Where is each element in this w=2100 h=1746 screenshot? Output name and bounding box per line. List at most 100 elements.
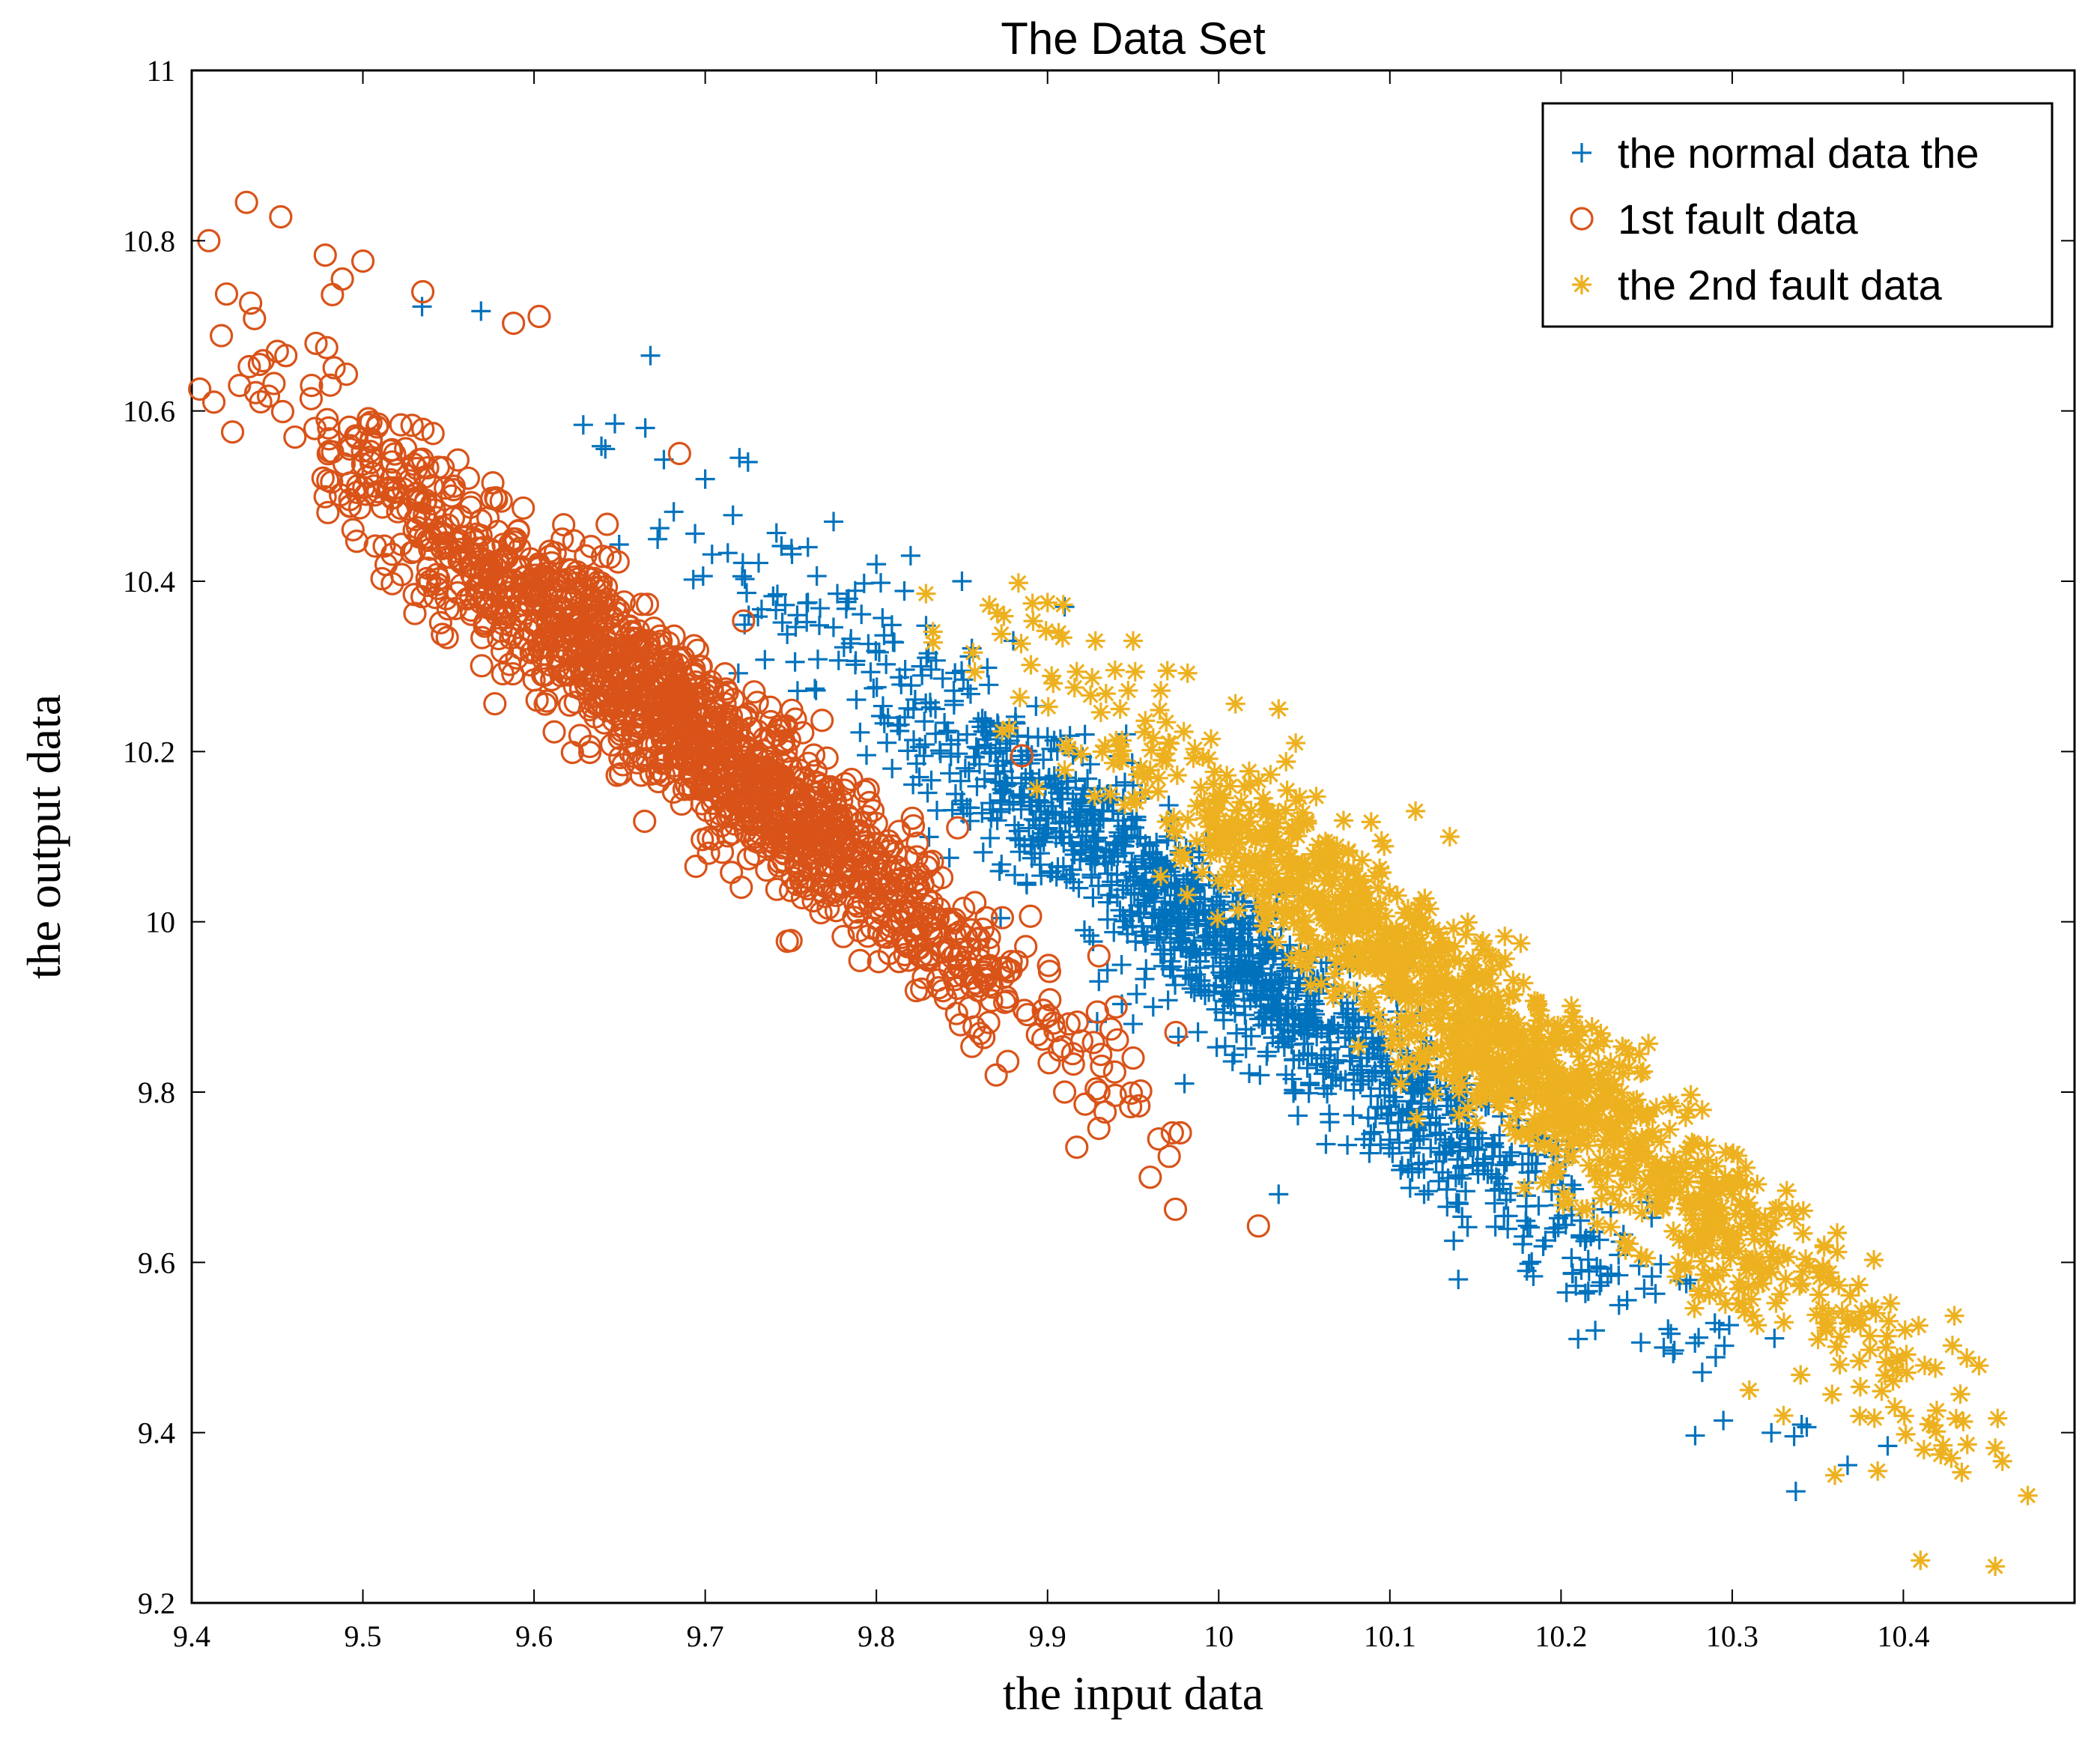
data-point-asterisk bbox=[1224, 848, 1244, 868]
data-point-circle bbox=[345, 426, 369, 450]
x-tick-label: 9.6 bbox=[515, 1619, 553, 1653]
data-point-asterisk bbox=[1239, 812, 1260, 832]
data-point-asterisk bbox=[1127, 765, 1147, 785]
data-point-circle bbox=[815, 814, 839, 838]
data-point-circle bbox=[431, 622, 455, 646]
data-point-circle bbox=[801, 743, 826, 767]
data-point-plus bbox=[1529, 1195, 1549, 1216]
data-point-circle bbox=[220, 420, 245, 444]
data-point-asterisk bbox=[1185, 739, 1205, 760]
data-point-plus bbox=[751, 599, 771, 619]
data-point-circle bbox=[489, 570, 513, 594]
data-point-circle bbox=[810, 709, 834, 733]
data-point-plus bbox=[904, 730, 924, 751]
data-point-asterisk bbox=[1761, 1262, 1781, 1282]
data-point-asterisk bbox=[1766, 1293, 1786, 1313]
data-point-asterisk bbox=[1495, 927, 1515, 947]
data-point-asterisk bbox=[1529, 1078, 1550, 1098]
data-point-plus bbox=[1284, 1080, 1304, 1100]
data-point-circle bbox=[374, 553, 398, 577]
data-point-asterisk bbox=[1689, 1285, 1709, 1305]
data-point-circle bbox=[318, 373, 342, 397]
data-point-asterisk bbox=[1562, 996, 1582, 1016]
data-point-asterisk bbox=[1588, 1036, 1608, 1056]
data-point-asterisk bbox=[1239, 761, 1259, 781]
data-point-plus bbox=[1326, 1067, 1346, 1088]
data-point-circle bbox=[789, 870, 813, 894]
data-point-plus bbox=[1562, 1264, 1582, 1284]
data-point-plus bbox=[1409, 1129, 1430, 1149]
data-point-asterisk bbox=[1526, 1089, 1547, 1109]
data-point-asterisk bbox=[1472, 1073, 1493, 1094]
data-point-asterisk bbox=[1698, 1150, 1718, 1170]
data-point-circle bbox=[345, 530, 368, 554]
data-point-asterisk bbox=[1100, 784, 1120, 804]
data-point-asterisk bbox=[1095, 736, 1115, 756]
data-point-circle bbox=[933, 986, 958, 1010]
data-point-plus bbox=[592, 436, 612, 456]
data-point-asterisk bbox=[1765, 1210, 1785, 1231]
data-point-asterisk bbox=[1143, 728, 1163, 748]
data-point-plus bbox=[1400, 1178, 1420, 1198]
data-point-circle bbox=[1160, 1121, 1184, 1145]
data-point-circle bbox=[574, 544, 598, 568]
data-point-asterisk bbox=[1738, 1277, 1758, 1297]
data-point-asterisk bbox=[1245, 831, 1266, 851]
data-point-circle bbox=[971, 917, 995, 942]
data-point-asterisk bbox=[1603, 1185, 1623, 1204]
data-point-asterisk bbox=[1411, 1025, 1431, 1046]
data-point-circle bbox=[350, 452, 374, 476]
data-point-circle bbox=[1052, 1080, 1077, 1104]
data-point-plus bbox=[1485, 1216, 1505, 1237]
data-point-asterisk bbox=[1167, 765, 1187, 785]
data-point-asterisk bbox=[1467, 1035, 1487, 1055]
data-point-asterisk bbox=[1850, 1309, 1870, 1330]
data-point-circle bbox=[449, 573, 473, 597]
data-point-circle bbox=[729, 876, 753, 900]
data-point-asterisk bbox=[1564, 1016, 1584, 1036]
data-point-asterisk bbox=[1549, 1059, 1569, 1079]
data-point-circle bbox=[526, 552, 551, 576]
data-point-asterisk bbox=[1695, 1167, 1715, 1187]
data-point-asterisk bbox=[1225, 694, 1245, 714]
data-point-plus bbox=[1658, 1319, 1678, 1339]
data-point-asterisk bbox=[1511, 1124, 1532, 1145]
data-point-asterisk bbox=[1164, 807, 1184, 828]
data-point-asterisk bbox=[1528, 1136, 1548, 1156]
data-point-plus bbox=[944, 695, 964, 715]
data-point-plus bbox=[945, 784, 965, 804]
data-point-circle bbox=[1157, 1145, 1181, 1168]
data-point-asterisk bbox=[1741, 1289, 1761, 1309]
data-point-circle bbox=[737, 800, 761, 824]
data-point-asterisk bbox=[1431, 957, 1451, 977]
data-point-asterisk bbox=[1591, 1090, 1611, 1110]
data-point-plus bbox=[1041, 739, 1061, 759]
data-point-asterisk bbox=[1401, 1011, 1421, 1031]
data-point-asterisk bbox=[1449, 1082, 1469, 1102]
series-layer bbox=[188, 190, 2038, 1577]
data-point-circle bbox=[1090, 1054, 1114, 1079]
data-point-asterisk bbox=[1315, 906, 1335, 927]
data-point-asterisk bbox=[1293, 803, 1313, 823]
data-point-asterisk bbox=[1457, 980, 1477, 1000]
data-point-circle bbox=[590, 545, 615, 569]
data-point-asterisk bbox=[1281, 823, 1302, 843]
data-point-plus bbox=[1579, 1261, 1599, 1282]
data-point-asterisk bbox=[1459, 1010, 1479, 1030]
data-point-circle bbox=[876, 829, 901, 853]
data-point-asterisk bbox=[923, 622, 943, 642]
data-point-circle bbox=[483, 691, 507, 716]
data-point-plus bbox=[1269, 1184, 1289, 1204]
data-point-asterisk bbox=[1248, 862, 1269, 882]
data-point-plus bbox=[1709, 1319, 1729, 1339]
data-point-asterisk bbox=[1809, 1285, 1829, 1305]
data-point-circle bbox=[747, 748, 771, 772]
data-point-circle bbox=[808, 828, 833, 852]
data-point-asterisk bbox=[1495, 949, 1515, 969]
data-point-asterisk bbox=[1732, 1294, 1752, 1315]
data-point-circle bbox=[1031, 1027, 1055, 1051]
data-point-plus bbox=[1436, 1180, 1457, 1200]
data-point-plus bbox=[1287, 979, 1308, 999]
data-point-asterisk bbox=[1502, 985, 1523, 1005]
y-axis-label: the output data bbox=[17, 694, 70, 979]
